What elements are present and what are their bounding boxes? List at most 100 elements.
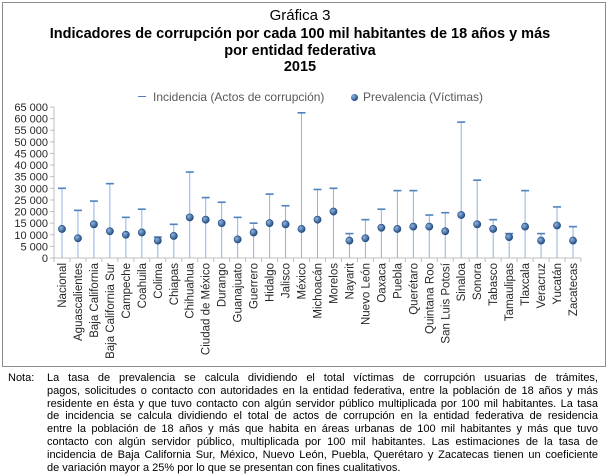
prevalence-marker xyxy=(505,233,514,241)
footnote-label: Nota: xyxy=(8,372,35,384)
y-tick-label: 40 000 xyxy=(14,160,48,172)
footnote-line: de incidencia se calcula dividiendo el t… xyxy=(47,410,598,423)
category-label: Veracruz xyxy=(536,263,548,309)
chart-title-line-1: Indicadores de corrupción por cada 100 m… xyxy=(49,26,551,42)
prevalence-marker xyxy=(521,222,530,231)
prevalence-marker xyxy=(169,232,178,240)
category-label: Nuevo León xyxy=(360,263,372,325)
category-label: Zacatecas xyxy=(568,263,580,316)
legend-label-prevalence: Prevalencia (Víctimas) xyxy=(363,90,484,104)
footnote-line: incidencia de Baja California Sur, Méxic… xyxy=(47,448,598,461)
category-label: Querétaro xyxy=(408,263,420,315)
category-label: Sinaloa xyxy=(456,262,468,301)
category-label: Coahuila xyxy=(137,262,149,308)
footnote-line: entre la población de 18 años y más que … xyxy=(47,423,598,436)
prevalence-marker xyxy=(329,207,338,216)
category-label: Puebla xyxy=(392,262,404,298)
category-label: Baja California Sur xyxy=(105,263,117,359)
y-tick-label: 45 000 xyxy=(14,148,48,160)
footnote-text: La tasa de prevalencia se calcula dividi… xyxy=(47,372,598,474)
category-label: México xyxy=(297,263,309,299)
prevalence-marker xyxy=(201,215,210,224)
prevalence-marker xyxy=(361,234,370,243)
category-label: Morelos xyxy=(328,263,340,304)
y-tick-label: 60 000 xyxy=(14,114,48,126)
y-tick-label: 35 000 xyxy=(14,172,48,184)
prevalence-marker xyxy=(74,234,82,243)
y-tick-label: 65 000 xyxy=(14,102,48,114)
prevalence-marker xyxy=(137,228,146,237)
x-axis-labels: Nacional Aguascalientes Baja California Baj… xyxy=(57,262,580,359)
y-tick-label: 50 000 xyxy=(14,137,48,149)
prevalence-marker xyxy=(121,230,130,239)
category-label: Tabasco xyxy=(488,263,500,306)
footnote-line: contacto con algún servidor público, mul… xyxy=(47,435,598,448)
category-label: Durango xyxy=(217,263,229,307)
category-label: Guanajuato xyxy=(233,263,245,322)
category-label: Sonora xyxy=(472,262,484,300)
prevalence-marker xyxy=(249,228,258,237)
y-tick-label: 0 xyxy=(42,253,48,265)
chart-frame xyxy=(2,2,606,367)
category-label: Quintana Roo xyxy=(424,263,436,334)
prevalence-marker xyxy=(90,220,98,229)
legend: Incidencia (Actos de corrupción) Prevale… xyxy=(0,90,610,104)
prevalence-marker xyxy=(457,211,466,219)
footnote-line: pagos, solicitudes o contacto con autori… xyxy=(47,384,598,397)
y-tick-label: 5 000 xyxy=(20,241,48,253)
category-label: Nacional xyxy=(57,263,69,308)
prevalence-marker xyxy=(489,225,498,233)
prevalence-marker xyxy=(569,236,577,245)
category-label: Baja California xyxy=(89,262,101,337)
y-tick-label: 15 000 xyxy=(14,218,48,230)
prevalence-marker xyxy=(105,227,114,236)
category-label: Campeche xyxy=(121,263,133,319)
category-label: Oaxaca xyxy=(376,262,388,302)
footnote: Nota: La tasa de prevalencia se calcula … xyxy=(8,372,598,475)
category-label: Hidalgo xyxy=(265,263,277,302)
category-label: Jalisco xyxy=(281,263,293,298)
footnote-line: La tasa de prevalencia se calcula dividi… xyxy=(47,372,598,384)
dash-marker-icon xyxy=(138,96,146,97)
category-label: Aguascalientes xyxy=(73,263,85,341)
circle-marker-icon xyxy=(351,93,358,101)
y-tick-label: 55 000 xyxy=(14,125,48,137)
legend-label-incidence: Incidencia (Actos de corrupción) xyxy=(153,90,325,104)
prevalence-marker xyxy=(265,219,274,228)
y-tick-label: 25 000 xyxy=(14,195,48,207)
prevalence-marker xyxy=(345,236,354,245)
y-tick-label: 20 000 xyxy=(14,207,48,219)
prevalence-marker xyxy=(473,220,482,229)
prevalence-marker xyxy=(377,223,386,232)
prevalence-marker xyxy=(297,225,306,233)
prevalence-marker xyxy=(441,227,450,236)
category-label: Colima xyxy=(153,262,165,298)
category-label: Nayarit xyxy=(344,262,356,299)
plot-marks xyxy=(57,112,578,258)
prevalence-marker xyxy=(185,213,194,222)
prevalence-marker xyxy=(313,215,322,224)
chart-title-line-2: por entidad federativa xyxy=(224,42,376,59)
prevalence-marker xyxy=(537,236,545,245)
prevalence-marker xyxy=(217,219,226,228)
y-tick-label: 10 000 xyxy=(14,230,48,242)
prevalence-marker xyxy=(393,225,402,233)
prevalence-marker xyxy=(281,220,290,229)
prevalence-marker xyxy=(553,221,561,230)
y-tick-label: 30 000 xyxy=(14,183,48,195)
prevalence-marker xyxy=(409,222,418,231)
category-label: Chihuahua xyxy=(185,262,197,318)
category-label: Tamaulipas xyxy=(504,263,516,321)
figure-label: Gráfica 3 xyxy=(269,7,331,24)
prevalence-marker xyxy=(233,235,242,244)
footnote-line: de variación mayor a 25% por lo que se p… xyxy=(47,461,401,474)
category-label: Tlaxcala xyxy=(520,262,532,305)
prevalence-marker xyxy=(425,222,434,231)
category-label: Ciudad de México xyxy=(201,263,213,355)
category-label: Guerrero xyxy=(249,263,261,309)
prevalence-marker xyxy=(58,225,66,233)
footnote-line: residente en ésta y que tuvo contacto co… xyxy=(47,397,598,410)
